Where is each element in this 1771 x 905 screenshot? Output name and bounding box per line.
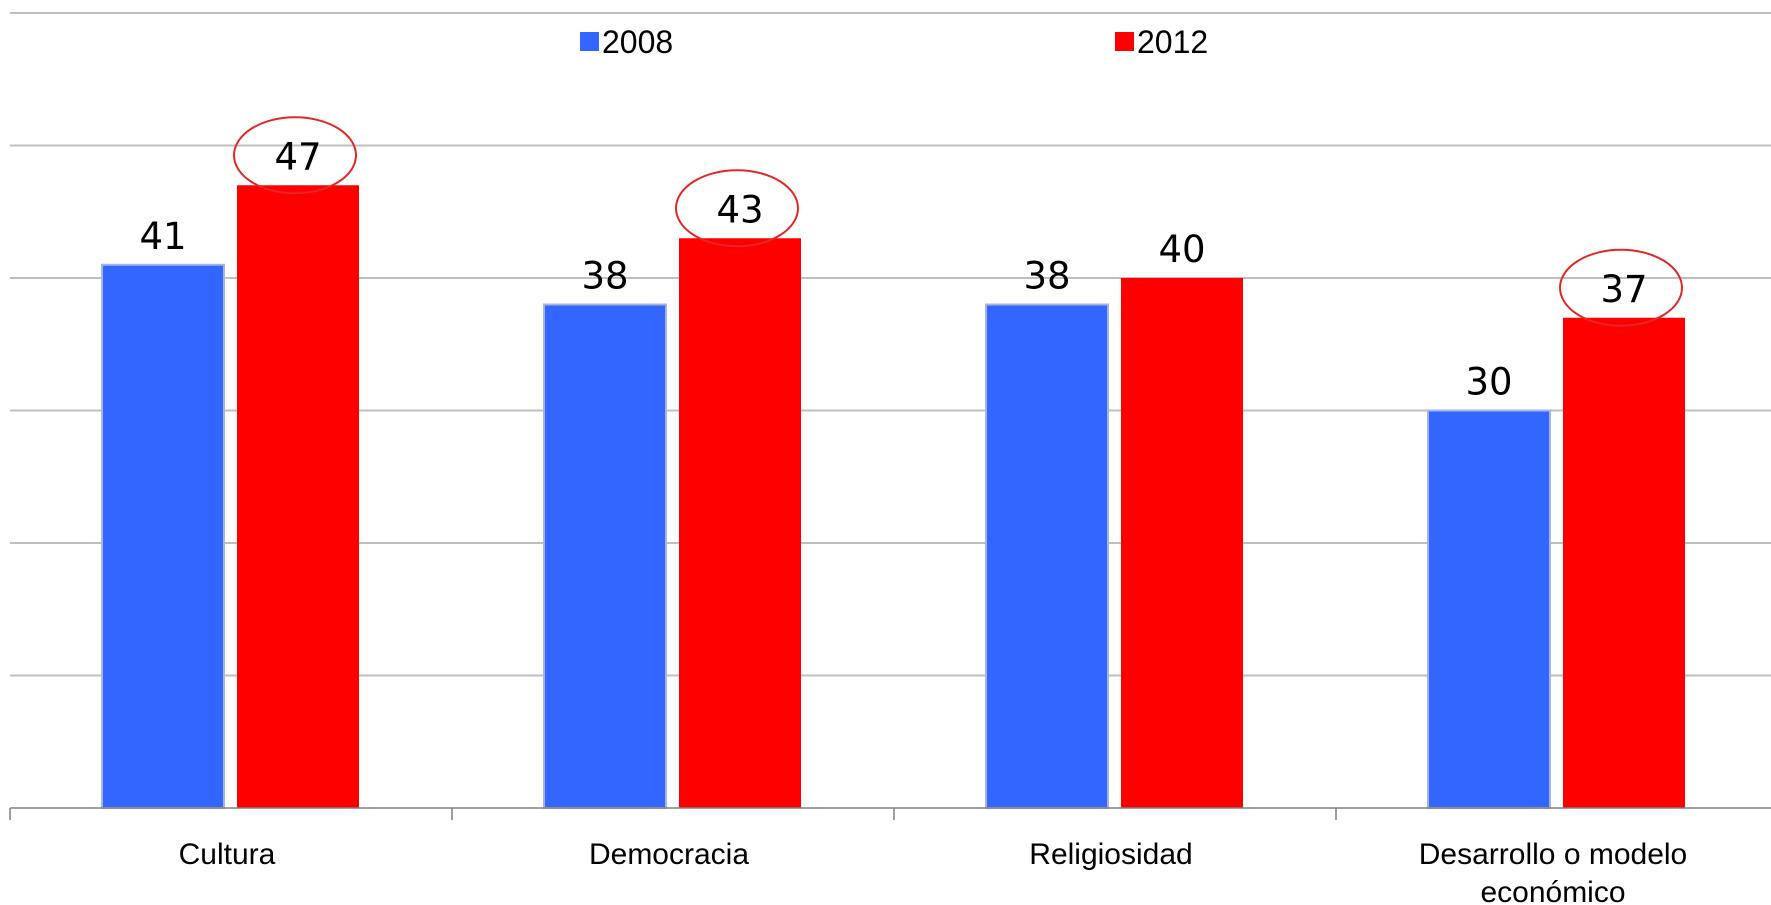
category-label-cultura: Cultura [179,838,276,871]
data-label-2012-religiosidad: 40 [1158,228,1205,271]
legend-label-2012: 2012 [1137,24,1208,60]
legend-swatch-2008 [580,32,599,51]
highlight-circles [233,116,1683,327]
data-label-2008-cultura: 41 [139,215,186,258]
highlight-circle-democracia [675,169,799,248]
highlight-circle-desarrollo-o-modelo-economico [1559,248,1683,327]
x-axis: Cultura Democracia Religiosidad Desarrollo … [9,807,1771,905]
category-label-democracia: Democracia [589,838,749,871]
data-label-2012-democracia: 43 [716,188,763,231]
bar-2012-religiosidad [1121,278,1243,808]
data-label-2012-cultura: 47 [274,135,321,178]
data-label-2008-democracia: 38 [581,255,628,298]
bar-2008-democracia [543,303,667,809]
bar-2008-religiosidad [985,303,1109,809]
data-labels: 41 38 38 30 47 43 40 37 [139,135,1647,403]
legend: 2008 2012 [580,24,1208,60]
data-label-2008-desarrollo-o-modelo-economico: 30 [1465,361,1512,404]
highlight-circle-cultura [233,116,357,195]
legend-swatch-2012 [1115,32,1134,51]
bars [101,185,1685,809]
category-label-religiosidad: Religiosidad [1029,838,1192,871]
bar-2012-desarrollo-o-modelo-economico [1563,317,1685,808]
category-label-desarrollo-o-modelo-economico: Desarrollo o modelo económico [1419,838,1687,905]
bar-2008-cultura [101,263,225,809]
bar-2012-democracia [679,238,801,808]
data-label-2008-religiosidad: 38 [1023,255,1070,298]
bar-2008-desarrollo-o-modelo-economico [1427,409,1551,809]
data-label-2012-desarrollo-o-modelo-economico: 37 [1600,268,1647,311]
bar-2012-cultura [237,185,359,808]
legend-label-2008: 2008 [602,24,673,60]
